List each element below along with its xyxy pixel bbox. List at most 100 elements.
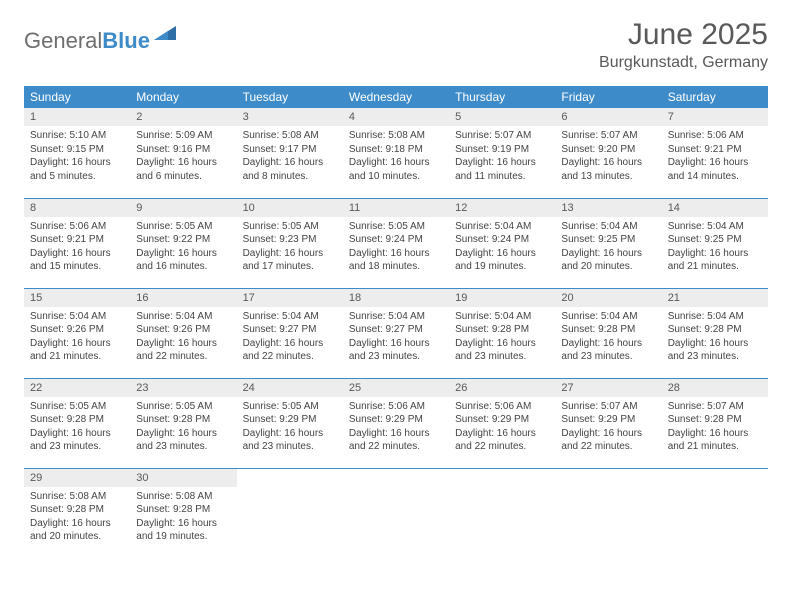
- brand-part1: General: [24, 28, 102, 53]
- sunset-text: Sunset: 9:29 PM: [243, 413, 337, 427]
- calendar-cell: 26Sunrise: 5:06 AMSunset: 9:29 PMDayligh…: [449, 378, 555, 468]
- sunset-text: Sunset: 9:26 PM: [30, 323, 124, 337]
- day-number: 22: [24, 379, 130, 397]
- daylight-text: Daylight: 16 hours and 13 minutes.: [561, 156, 655, 183]
- day-body: Sunrise: 5:04 AMSunset: 9:25 PMDaylight:…: [662, 217, 768, 280]
- sunset-text: Sunset: 9:21 PM: [30, 233, 124, 247]
- weekday-sun: Sunday: [24, 86, 130, 108]
- sunrise-text: Sunrise: 5:04 AM: [668, 310, 762, 324]
- calendar-row: 8Sunrise: 5:06 AMSunset: 9:21 PMDaylight…: [24, 198, 768, 288]
- weekday-wed: Wednesday: [343, 86, 449, 108]
- calendar-row: 22Sunrise: 5:05 AMSunset: 9:28 PMDayligh…: [24, 378, 768, 468]
- sunset-text: Sunset: 9:24 PM: [455, 233, 549, 247]
- sunrise-text: Sunrise: 5:08 AM: [349, 129, 443, 143]
- day-body: Sunrise: 5:04 AMSunset: 9:24 PMDaylight:…: [449, 217, 555, 280]
- calendar-cell: 13Sunrise: 5:04 AMSunset: 9:25 PMDayligh…: [555, 198, 661, 288]
- day-number: 17: [237, 289, 343, 307]
- day-number: 4: [343, 108, 449, 126]
- sunset-text: Sunset: 9:29 PM: [349, 413, 443, 427]
- sunset-text: Sunset: 9:28 PM: [561, 323, 655, 337]
- header: GeneralBlue June 2025 Burgkunstadt, Germ…: [24, 18, 768, 72]
- day-body: Sunrise: 5:08 AMSunset: 9:17 PMDaylight:…: [237, 126, 343, 189]
- day-body: Sunrise: 5:04 AMSunset: 9:28 PMDaylight:…: [555, 307, 661, 370]
- daylight-text: Daylight: 16 hours and 23 minutes.: [455, 337, 549, 364]
- weekday-mon: Monday: [130, 86, 236, 108]
- day-number: 23: [130, 379, 236, 397]
- sunrise-text: Sunrise: 5:04 AM: [455, 310, 549, 324]
- day-number: 18: [343, 289, 449, 307]
- sunrise-text: Sunrise: 5:06 AM: [668, 129, 762, 143]
- calendar-cell: 15Sunrise: 5:04 AMSunset: 9:26 PMDayligh…: [24, 288, 130, 378]
- sunset-text: Sunset: 9:28 PM: [136, 503, 230, 517]
- sunrise-text: Sunrise: 5:09 AM: [136, 129, 230, 143]
- calendar-row: 15Sunrise: 5:04 AMSunset: 9:26 PMDayligh…: [24, 288, 768, 378]
- daylight-text: Daylight: 16 hours and 11 minutes.: [455, 156, 549, 183]
- daylight-text: Daylight: 16 hours and 19 minutes.: [136, 517, 230, 544]
- day-body: Sunrise: 5:06 AMSunset: 9:21 PMDaylight:…: [662, 126, 768, 189]
- weekday-tue: Tuesday: [237, 86, 343, 108]
- sunset-text: Sunset: 9:29 PM: [561, 413, 655, 427]
- brand-logo: GeneralBlue: [24, 18, 178, 55]
- calendar-cell: 6 Sunrise: 5:07 AMSunset: 9:20 PMDaylight…: [555, 108, 661, 198]
- day-body: Sunrise: 5:05 AMSunset: 9:23 PMDaylight:…: [237, 217, 343, 280]
- calendar-cell: 14Sunrise: 5:04 AMSunset: 9:25 PMDayligh…: [662, 198, 768, 288]
- day-number: 5: [449, 108, 555, 126]
- sunrise-text: Sunrise: 5:08 AM: [243, 129, 337, 143]
- day-body: Sunrise: 5:08 AMSunset: 9:28 PMDaylight:…: [130, 487, 236, 550]
- day-number: 8: [24, 199, 130, 217]
- day-number: 19: [449, 289, 555, 307]
- day-number: 30: [130, 469, 236, 487]
- calendar-cell: 25Sunrise: 5:06 AMSunset: 9:29 PMDayligh…: [343, 378, 449, 468]
- calendar-cell: 27Sunrise: 5:07 AMSunset: 9:29 PMDayligh…: [555, 378, 661, 468]
- sunrise-text: Sunrise: 5:10 AM: [30, 129, 124, 143]
- sunrise-text: Sunrise: 5:05 AM: [30, 400, 124, 414]
- daylight-text: Daylight: 16 hours and 19 minutes.: [455, 247, 549, 274]
- sunrise-text: Sunrise: 5:04 AM: [455, 220, 549, 234]
- sunset-text: Sunset: 9:17 PM: [243, 143, 337, 157]
- sunrise-text: Sunrise: 5:06 AM: [455, 400, 549, 414]
- title-block: June 2025 Burgkunstadt, Germany: [599, 18, 768, 72]
- weekday-fri: Friday: [555, 86, 661, 108]
- daylight-text: Daylight: 16 hours and 21 minutes.: [668, 427, 762, 454]
- day-body: Sunrise: 5:04 AMSunset: 9:25 PMDaylight:…: [555, 217, 661, 280]
- calendar-cell: 18Sunrise: 5:04 AMSunset: 9:27 PMDayligh…: [343, 288, 449, 378]
- calendar-cell: 12Sunrise: 5:04 AMSunset: 9:24 PMDayligh…: [449, 198, 555, 288]
- sunrise-text: Sunrise: 5:07 AM: [455, 129, 549, 143]
- day-body: Sunrise: 5:05 AMSunset: 9:22 PMDaylight:…: [130, 217, 236, 280]
- calendar-cell: [237, 468, 343, 558]
- day-body: Sunrise: 5:05 AMSunset: 9:28 PMDaylight:…: [130, 397, 236, 460]
- calendar-cell: 1Sunrise: 5:10 AMSunset: 9:15 PMDaylight…: [24, 108, 130, 198]
- calendar-cell: 23Sunrise: 5:05 AMSunset: 9:28 PMDayligh…: [130, 378, 236, 468]
- day-body: Sunrise: 5:08 AMSunset: 9:28 PMDaylight:…: [24, 487, 130, 550]
- sunset-text: Sunset: 9:20 PM: [561, 143, 655, 157]
- daylight-text: Daylight: 16 hours and 16 minutes.: [136, 247, 230, 274]
- sunrise-text: Sunrise: 5:04 AM: [561, 220, 655, 234]
- sunrise-text: Sunrise: 5:07 AM: [561, 129, 655, 143]
- sunrise-text: Sunrise: 5:04 AM: [136, 310, 230, 324]
- brand-part2: Blue: [102, 28, 150, 53]
- calendar-cell: [662, 468, 768, 558]
- day-number: 21: [662, 289, 768, 307]
- day-number: 9: [130, 199, 236, 217]
- day-number: 29: [24, 469, 130, 487]
- calendar-cell: [343, 468, 449, 558]
- weekday-sat: Saturday: [662, 86, 768, 108]
- sunrise-text: Sunrise: 5:04 AM: [561, 310, 655, 324]
- day-number: 1: [24, 108, 130, 126]
- day-body: Sunrise: 5:06 AMSunset: 9:29 PMDaylight:…: [343, 397, 449, 460]
- calendar-cell: 20Sunrise: 5:04 AMSunset: 9:28 PMDayligh…: [555, 288, 661, 378]
- day-body: Sunrise: 5:04 AMSunset: 9:27 PMDaylight:…: [237, 307, 343, 370]
- day-body: Sunrise: 5:05 AMSunset: 9:24 PMDaylight:…: [343, 217, 449, 280]
- day-number: 6: [555, 108, 661, 126]
- daylight-text: Daylight: 16 hours and 23 minutes.: [243, 427, 337, 454]
- day-body: Sunrise: 5:10 AMSunset: 9:15 PMDaylight:…: [24, 126, 130, 189]
- calendar-cell: 5Sunrise: 5:07 AMSunset: 9:19 PMDaylight…: [449, 108, 555, 198]
- daylight-text: Daylight: 16 hours and 6 minutes.: [136, 156, 230, 183]
- sunset-text: Sunset: 9:21 PM: [668, 143, 762, 157]
- flag-icon: [154, 26, 178, 49]
- sunrise-text: Sunrise: 5:04 AM: [668, 220, 762, 234]
- sunrise-text: Sunrise: 5:05 AM: [243, 400, 337, 414]
- day-body: Sunrise: 5:07 AMSunset: 9:28 PMDaylight:…: [662, 397, 768, 460]
- month-title: June 2025: [599, 18, 768, 52]
- day-number: 11: [343, 199, 449, 217]
